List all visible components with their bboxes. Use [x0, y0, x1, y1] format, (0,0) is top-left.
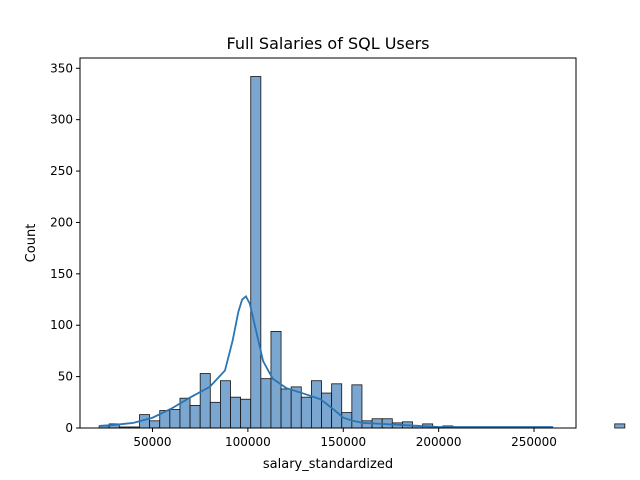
y-tick-label: 0 [65, 421, 73, 435]
y-tick-label: 50 [58, 370, 73, 384]
histogram-bar [220, 380, 231, 429]
histogram-bar [189, 404, 201, 429]
x-axis-ticks: 50000 100000 150000 200000 250000 [133, 428, 557, 449]
histogram-bar [240, 398, 252, 429]
histogram-bar [310, 380, 322, 429]
histogram-bar [149, 420, 161, 429]
x-tick-label: 250000 [511, 435, 557, 449]
histogram-bar [169, 409, 181, 429]
y-tick-label: 100 [50, 318, 73, 332]
x-tick-label: 150000 [320, 435, 366, 449]
y-tick-label: 300 [50, 113, 73, 127]
x-tick-label: 200000 [416, 435, 462, 449]
histogram-bar [270, 330, 282, 429]
histogram-bar [361, 420, 373, 429]
y-tick-label: 150 [50, 267, 73, 281]
y-tick-label: 350 [50, 61, 73, 75]
y-axis-ticks: 0 50 100 150 200 250 300 350 [50, 61, 80, 435]
histogram-bars [98, 76, 626, 429]
kde-curve [99, 295, 554, 428]
y-tick-label: 250 [50, 164, 73, 178]
plot-frame [79, 57, 577, 429]
y-axis-label: Count [24, 224, 39, 263]
x-tick-label: 50000 [133, 435, 171, 449]
histogram-bar [321, 392, 333, 429]
histogram-bar [614, 423, 626, 429]
histogram-bar [280, 388, 292, 429]
histogram-bar [209, 401, 221, 429]
histogram-bar [230, 396, 242, 429]
histogram-bar [331, 383, 343, 429]
histogram-bar [250, 76, 262, 429]
histogram-bar [300, 396, 312, 429]
histogram-bar [199, 373, 211, 429]
x-axis-label: salary_standardized [263, 457, 393, 472]
histogram-bar [260, 378, 272, 429]
y-tick-label: 200 [50, 215, 73, 229]
x-tick-label: 100000 [225, 435, 271, 449]
chart-title: Full Salaries of SQL Users [226, 34, 429, 53]
